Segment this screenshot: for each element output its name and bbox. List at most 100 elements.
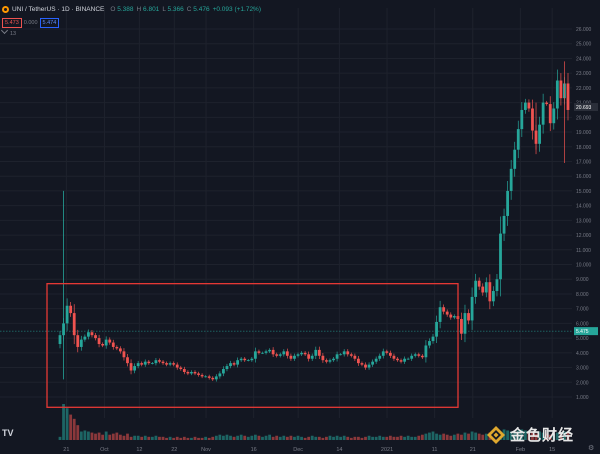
candle-body xyxy=(317,349,321,356)
candle-body xyxy=(236,360,240,365)
volume-bar xyxy=(65,408,69,440)
candle-body xyxy=(392,355,396,359)
candle-body xyxy=(452,316,456,318)
candle-body xyxy=(552,108,556,124)
y-tick-label: 2.000 xyxy=(576,380,589,386)
candle-body xyxy=(374,358,378,362)
candle-body xyxy=(79,339,83,347)
volume-bar xyxy=(548,434,552,440)
volume-bar xyxy=(122,435,126,440)
y-tick-label: 19.000 xyxy=(576,130,592,136)
volume-bar xyxy=(133,435,137,440)
x-tick-label: 11 xyxy=(432,447,438,453)
candle-body xyxy=(357,358,360,364)
volume-bar xyxy=(339,436,343,440)
candle xyxy=(364,362,367,370)
candle xyxy=(154,357,158,366)
candle-body xyxy=(353,355,357,359)
symbol-title[interactable]: UNI / TetherUS · 1D · BINANCE xyxy=(12,5,105,13)
volume-bar xyxy=(335,435,339,440)
candle-body xyxy=(58,335,62,345)
settings-icon[interactable]: ⚙ xyxy=(588,444,594,452)
ohlc-change: +0.093 (+1.72%) xyxy=(212,5,262,13)
y-tick-label: 15.000 xyxy=(576,189,592,195)
candle-body xyxy=(253,351,257,359)
volume-bar xyxy=(442,433,446,440)
volume-bar xyxy=(225,434,229,440)
candle xyxy=(282,349,286,357)
volume-bar xyxy=(204,436,208,440)
x-tick-label: 12 xyxy=(136,447,142,453)
candle-body xyxy=(403,358,406,362)
y-tick-label: 4.000 xyxy=(576,351,589,357)
price-axis-bg xyxy=(572,0,600,440)
candle xyxy=(307,351,311,362)
candle xyxy=(449,312,453,320)
candle xyxy=(506,180,510,226)
volume-bar xyxy=(364,436,367,440)
candle xyxy=(289,353,293,361)
candle-body xyxy=(502,215,506,234)
trade-price-row: 5.473 0.000 5.474 xyxy=(2,18,60,28)
volume-bar xyxy=(399,435,403,440)
price-tag-label: 5.475 xyxy=(576,329,589,335)
volume-bar xyxy=(154,435,158,440)
candle-body xyxy=(342,351,346,355)
candle-body xyxy=(349,354,353,356)
volume-bar xyxy=(222,435,225,440)
candle-body xyxy=(207,376,211,378)
candle-body xyxy=(143,361,147,365)
volume-bar xyxy=(410,436,414,440)
candle-body xyxy=(87,332,90,337)
volume-bar xyxy=(101,434,105,440)
volume-bar xyxy=(417,435,421,440)
volume-bar xyxy=(381,436,385,440)
x-tick-label: Feb xyxy=(516,447,525,453)
candle-body xyxy=(147,361,151,364)
spread-value: 0.000 xyxy=(23,20,38,26)
candle xyxy=(232,361,236,367)
candle-body xyxy=(275,354,279,356)
chart-header: UNI / TetherUS · 1D · BINANCE O 5.388 H … xyxy=(2,3,261,15)
candle xyxy=(147,359,151,365)
candle-body xyxy=(538,124,541,144)
volume-bar xyxy=(477,433,481,440)
candle xyxy=(406,357,410,360)
candle-body xyxy=(218,373,222,377)
candle-body xyxy=(250,358,254,361)
volume-bar xyxy=(456,433,460,440)
buy-price-button[interactable]: 5.474 xyxy=(39,18,60,28)
volume-bar xyxy=(285,436,289,440)
volume-bar xyxy=(396,436,399,440)
candle-body xyxy=(346,351,350,355)
candle-body xyxy=(307,354,311,359)
candle xyxy=(111,339,115,350)
volume-bar xyxy=(161,436,165,440)
candle xyxy=(420,354,424,359)
candle-body xyxy=(289,355,293,359)
candle xyxy=(335,351,339,362)
candle xyxy=(118,346,122,354)
candle xyxy=(165,361,168,367)
y-tick-label: 16.000 xyxy=(576,174,592,180)
volume-bar xyxy=(463,432,467,440)
candle xyxy=(193,370,197,376)
candle-body xyxy=(243,358,247,361)
candle xyxy=(541,93,545,134)
candle-body xyxy=(513,149,517,169)
volume-indicator-label[interactable]: 13 xyxy=(2,30,16,37)
candle-body xyxy=(481,286,485,293)
candle-body xyxy=(239,358,243,361)
candle-body xyxy=(417,354,421,356)
candle-body xyxy=(385,351,389,353)
candle xyxy=(520,102,524,137)
sell-price-button[interactable]: 5.473 xyxy=(2,18,22,28)
candle xyxy=(268,348,271,354)
candle-body xyxy=(108,339,112,343)
volume-bar xyxy=(72,418,76,440)
y-tick-label: 12.000 xyxy=(576,233,592,239)
candle xyxy=(317,346,321,360)
volume-bar xyxy=(460,434,463,440)
candle xyxy=(172,361,176,367)
